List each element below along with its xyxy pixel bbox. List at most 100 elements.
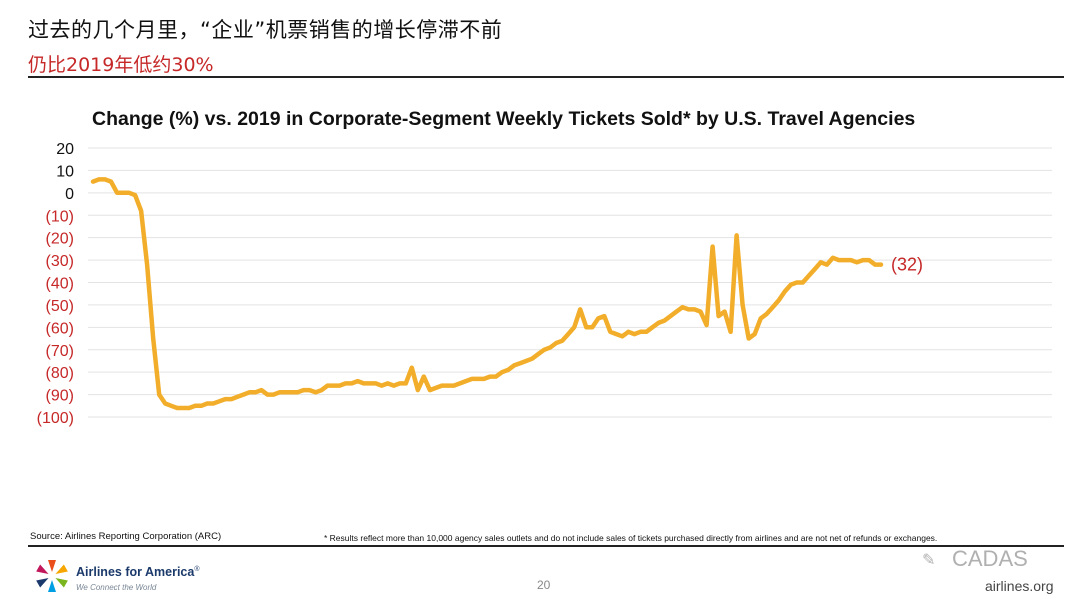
bottom-divider (28, 545, 1064, 547)
y-tick-label: (80) (46, 365, 74, 382)
data-point (458, 382, 462, 385)
data-point (639, 330, 642, 333)
gridlines (88, 147, 1052, 418)
data-point (374, 382, 377, 385)
data-point (152, 337, 155, 340)
data-point (777, 299, 780, 302)
data-point (843, 258, 847, 262)
data-point (555, 341, 558, 345)
data-point (729, 330, 732, 333)
data-point (711, 245, 714, 248)
footnote: * Results reflect more than 10,000 agenc… (324, 533, 938, 543)
y-tick-label: (100) (37, 410, 74, 427)
end-value-label: (32) (891, 255, 923, 275)
data-point (446, 384, 450, 387)
y-tick-label: (50) (46, 298, 74, 315)
data-point (115, 191, 119, 194)
data-point (206, 402, 209, 405)
data-point (825, 263, 829, 266)
data-point (621, 335, 624, 338)
data-point (591, 326, 594, 329)
data-point (699, 310, 702, 313)
data-point (308, 388, 311, 392)
data-point (158, 393, 161, 396)
data-point (831, 256, 835, 259)
data-point (549, 346, 552, 349)
data-point (212, 402, 215, 405)
data-point (272, 393, 275, 396)
data-point (512, 364, 516, 367)
data-point (103, 178, 107, 181)
y-tick-label: 10 (56, 163, 74, 180)
data-point (687, 308, 690, 311)
y-axis-ticks: 20 10 0 (10) (20) (30) (40) (50) (60) (70) (80) (90… (37, 141, 74, 427)
data-point (230, 397, 233, 401)
data-point (879, 263, 883, 266)
y-tick-label: 20 (56, 141, 74, 158)
data-point (338, 384, 341, 387)
data-point (873, 263, 877, 266)
data-point (133, 193, 137, 197)
data-point (139, 209, 143, 212)
data-point (176, 406, 179, 410)
y-tick-label: (20) (46, 231, 74, 248)
slide-subheadline: 仍比2019年低约30% (28, 54, 214, 76)
data-point (567, 332, 570, 336)
data-point (344, 382, 347, 385)
data-point (717, 314, 720, 318)
data-point (434, 386, 438, 390)
data-point (356, 379, 359, 383)
data-point (422, 375, 425, 378)
data-point (248, 391, 251, 394)
data-point (573, 326, 576, 329)
data-point (795, 281, 798, 284)
data-point (494, 375, 498, 378)
data-point (188, 406, 191, 410)
data-point (681, 306, 684, 309)
data-point (536, 353, 540, 356)
data-point (723, 310, 726, 313)
data-point (392, 384, 395, 387)
data-point (452, 384, 456, 387)
data-point (801, 281, 804, 284)
data-point (657, 321, 660, 325)
data-point (350, 382, 353, 385)
data-point (470, 377, 474, 381)
data-point (669, 314, 672, 318)
data-point (482, 377, 486, 381)
data-point (278, 391, 281, 394)
data-point (663, 319, 666, 322)
data-point (759, 317, 762, 320)
data-point (675, 310, 678, 313)
y-tick-label: 0 (65, 186, 74, 203)
data-point (332, 384, 335, 387)
data-point (627, 330, 630, 333)
data-point (242, 393, 245, 396)
data-point (428, 388, 432, 392)
data-point (524, 359, 528, 363)
data-point (609, 330, 612, 333)
data-point (861, 258, 865, 262)
data-point (254, 391, 257, 394)
data-point (705, 323, 708, 327)
data-point (224, 397, 227, 401)
y-tick-label: (10) (46, 208, 74, 225)
brand-name: Airlines for America® (76, 565, 200, 579)
data-point (807, 274, 810, 277)
data-point (753, 332, 756, 336)
data-point (121, 191, 125, 194)
data-point (693, 308, 696, 311)
y-tick-label: (70) (46, 343, 74, 360)
data-point (368, 382, 371, 385)
data-point (518, 362, 522, 365)
data-point (296, 391, 299, 394)
series-points (91, 178, 883, 410)
data-point (789, 283, 792, 286)
data-point (236, 395, 239, 398)
y-tick-label: (40) (46, 276, 74, 293)
data-point (603, 314, 606, 318)
y-tick-label: (90) (46, 388, 74, 405)
data-point (771, 306, 774, 309)
data-point (615, 332, 618, 336)
data-point (645, 330, 648, 333)
